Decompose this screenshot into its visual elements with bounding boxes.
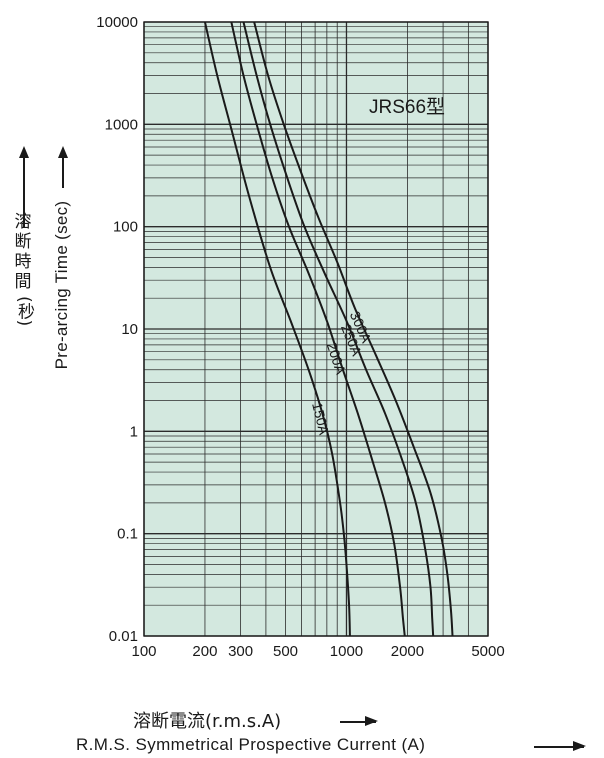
series-line <box>203 21 351 637</box>
y-axis-label-jp: 溶 断 時 間 (秒) <box>14 212 34 327</box>
y-label-char: 時 <box>14 252 32 272</box>
series-line <box>230 21 406 637</box>
y-arrow-en-stem <box>62 158 64 188</box>
y-tick-label: 1 <box>130 423 138 440</box>
series-line <box>242 21 435 637</box>
y-axis-label-en: Pre-arcing Time (sec) <box>52 200 71 370</box>
x-tick-label: 300 <box>228 643 253 660</box>
series-line <box>253 21 454 637</box>
x-tick-label: 2000 <box>391 643 424 660</box>
x-tick-label: 100 <box>131 643 156 660</box>
y-label-char: 間 <box>14 272 32 292</box>
right-arrow-icon <box>340 717 378 725</box>
y-tick-label: 1000 <box>105 116 138 133</box>
model-label: JRS66型 <box>369 96 445 118</box>
right-arrow-icon <box>534 742 586 750</box>
x-tick-label: 500 <box>273 643 298 660</box>
x-tick-label: 200 <box>192 643 217 660</box>
y-tick-label: 0.1 <box>117 526 138 543</box>
plot-border <box>143 21 489 637</box>
up-arrow-icon <box>19 146 29 158</box>
y-label-char: (秒) <box>14 296 34 327</box>
x-axis-label-en: R.M.S. Symmetrical Prospective Current (… <box>76 735 426 754</box>
series-label: 150A <box>309 401 332 437</box>
up-arrow-icon <box>58 146 68 158</box>
y-tick-label: 10000 <box>96 14 138 31</box>
grid <box>143 21 489 637</box>
y-tick-label: 100 <box>113 219 138 236</box>
y-tick-label: 10 <box>121 321 138 338</box>
x-tick-label: 1000 <box>330 643 363 660</box>
y-label-char: 断 <box>14 232 32 252</box>
x-tick-label: 5000 <box>471 643 504 660</box>
x-axis-label-jp: 溶断電流(r.m.s.A) <box>133 711 282 732</box>
tick-labels: 100 200 300 500 1000 2000 5000 0.01 0.1 1 10 100 100… <box>96 14 504 660</box>
y-tick-label: 0.01 <box>109 628 138 645</box>
y-arrow-jp-stem <box>23 157 25 227</box>
